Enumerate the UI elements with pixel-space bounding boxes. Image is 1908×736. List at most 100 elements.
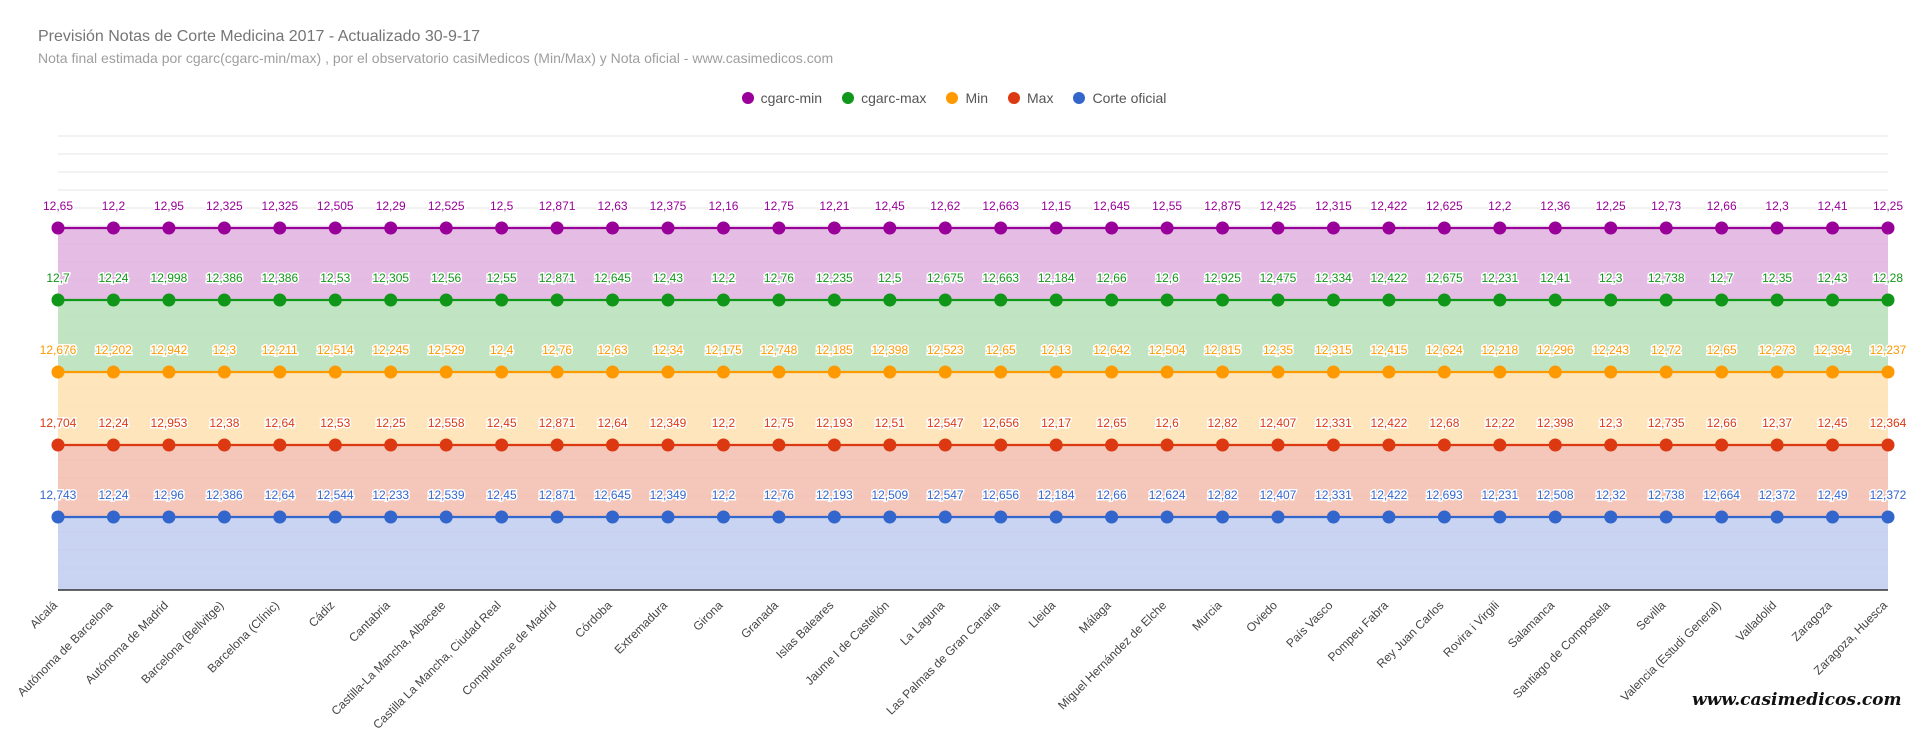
data-point[interactable] <box>51 510 65 524</box>
data-point[interactable] <box>716 510 730 524</box>
data-point[interactable] <box>550 221 564 235</box>
data-point[interactable] <box>883 438 897 452</box>
data-point[interactable] <box>162 293 176 307</box>
data-point[interactable] <box>1715 221 1729 235</box>
data-point[interactable] <box>1548 438 1562 452</box>
data-point[interactable] <box>1160 365 1174 379</box>
data-point[interactable] <box>1326 438 1340 452</box>
data-point[interactable] <box>1271 438 1285 452</box>
data-point[interactable] <box>772 510 786 524</box>
data-point[interactable] <box>162 438 176 452</box>
data-point[interactable] <box>1437 438 1451 452</box>
data-point[interactable] <box>1382 293 1396 307</box>
data-point[interactable] <box>51 293 65 307</box>
data-point[interactable] <box>606 365 620 379</box>
data-point[interactable] <box>1326 293 1340 307</box>
data-point[interactable] <box>938 365 952 379</box>
data-point[interactable] <box>938 438 952 452</box>
data-point[interactable] <box>106 438 120 452</box>
data-point[interactable] <box>1715 365 1729 379</box>
data-point[interactable] <box>827 438 841 452</box>
data-point[interactable] <box>1160 293 1174 307</box>
legend-item-cgarc-max[interactable]: cgarc-max <box>842 90 926 106</box>
data-point[interactable] <box>772 293 786 307</box>
data-point[interactable] <box>550 293 564 307</box>
data-point[interactable] <box>661 438 675 452</box>
data-point[interactable] <box>1049 293 1063 307</box>
data-point[interactable] <box>1105 365 1119 379</box>
data-point[interactable] <box>495 365 509 379</box>
data-point[interactable] <box>1826 221 1840 235</box>
data-point[interactable] <box>217 365 231 379</box>
data-point[interactable] <box>51 365 65 379</box>
data-point[interactable] <box>1216 221 1230 235</box>
data-point[interactable] <box>1382 221 1396 235</box>
legend-item-max[interactable]: Max <box>1008 90 1053 106</box>
data-point[interactable] <box>1216 438 1230 452</box>
data-point[interactable] <box>994 221 1008 235</box>
data-point[interactable] <box>495 221 509 235</box>
data-point[interactable] <box>1437 221 1451 235</box>
data-point[interactable] <box>716 365 730 379</box>
data-point[interactable] <box>1826 438 1840 452</box>
data-point[interactable] <box>606 510 620 524</box>
data-point[interactable] <box>606 221 620 235</box>
data-point[interactable] <box>827 221 841 235</box>
data-point[interactable] <box>1326 221 1340 235</box>
data-point[interactable] <box>1826 365 1840 379</box>
data-point[interactable] <box>1160 438 1174 452</box>
data-point[interactable] <box>1715 510 1729 524</box>
data-point[interactable] <box>606 438 620 452</box>
data-point[interactable] <box>550 510 564 524</box>
data-point[interactable] <box>328 510 342 524</box>
data-point[interactable] <box>772 438 786 452</box>
data-point[interactable] <box>1160 510 1174 524</box>
data-point[interactable] <box>938 510 952 524</box>
legend-item-min[interactable]: Min <box>946 90 988 106</box>
data-point[interactable] <box>661 365 675 379</box>
data-point[interactable] <box>1049 365 1063 379</box>
data-point[interactable] <box>994 293 1008 307</box>
data-point[interactable] <box>1326 365 1340 379</box>
data-point[interactable] <box>162 510 176 524</box>
data-point[interactable] <box>1881 365 1895 379</box>
data-point[interactable] <box>1493 221 1507 235</box>
data-point[interactable] <box>1271 365 1285 379</box>
data-point[interactable] <box>1715 293 1729 307</box>
data-point[interactable] <box>827 293 841 307</box>
data-point[interactable] <box>1437 510 1451 524</box>
data-point[interactable] <box>1659 293 1673 307</box>
data-point[interactable] <box>439 365 453 379</box>
data-point[interactable] <box>1604 293 1618 307</box>
data-point[interactable] <box>1548 510 1562 524</box>
data-point[interactable] <box>1881 438 1895 452</box>
data-point[interactable] <box>1105 510 1119 524</box>
data-point[interactable] <box>1548 293 1562 307</box>
data-point[interactable] <box>1216 365 1230 379</box>
data-point[interactable] <box>51 438 65 452</box>
data-point[interactable] <box>1881 221 1895 235</box>
data-point[interactable] <box>1326 510 1340 524</box>
data-point[interactable] <box>439 438 453 452</box>
data-point[interactable] <box>328 365 342 379</box>
data-point[interactable] <box>716 293 730 307</box>
data-point[interactable] <box>162 365 176 379</box>
data-point[interactable] <box>1770 438 1784 452</box>
data-point[interactable] <box>51 221 65 235</box>
legend-item-cgarc-min[interactable]: cgarc-min <box>741 90 822 106</box>
data-point[interactable] <box>1493 438 1507 452</box>
data-point[interactable] <box>883 221 897 235</box>
data-point[interactable] <box>994 365 1008 379</box>
data-point[interactable] <box>1881 510 1895 524</box>
data-point[interactable] <box>1382 365 1396 379</box>
data-point[interactable] <box>1826 510 1840 524</box>
data-point[interactable] <box>1049 438 1063 452</box>
data-point[interactable] <box>1216 293 1230 307</box>
data-point[interactable] <box>273 438 287 452</box>
data-point[interactable] <box>1715 438 1729 452</box>
data-point[interactable] <box>1881 293 1895 307</box>
data-point[interactable] <box>883 510 897 524</box>
data-point[interactable] <box>1548 221 1562 235</box>
data-point[interactable] <box>106 221 120 235</box>
data-point[interactable] <box>550 438 564 452</box>
